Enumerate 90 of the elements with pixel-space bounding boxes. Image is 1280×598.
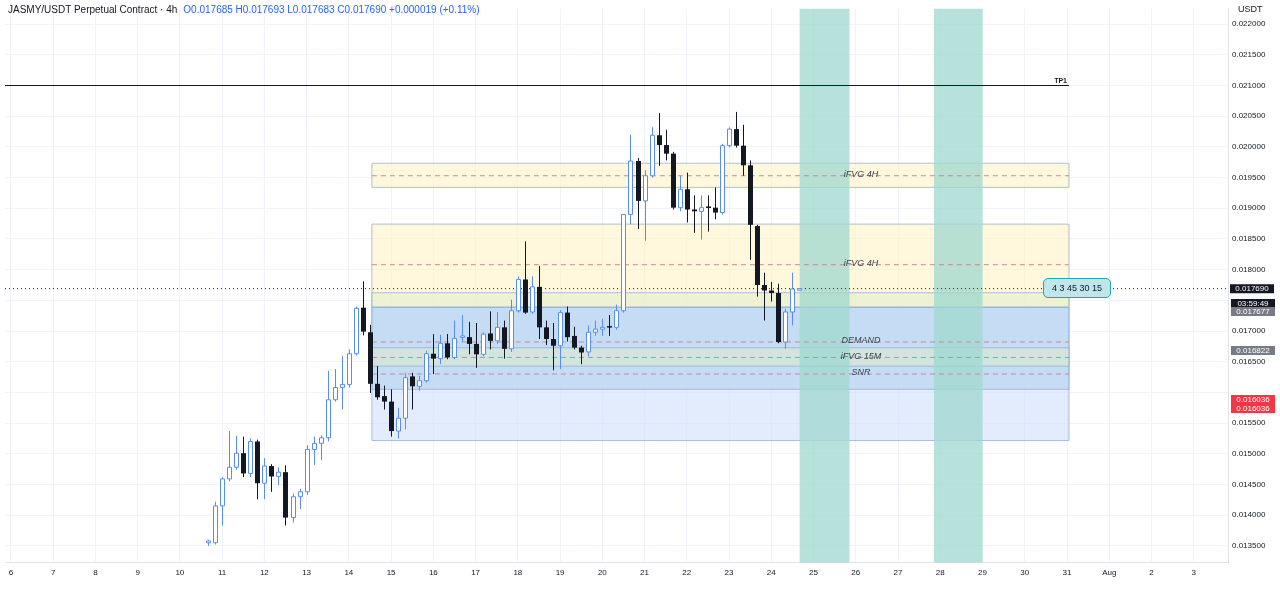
candlestick	[488, 310, 493, 350]
x-tick-label: 7	[50, 568, 56, 578]
text: 03:59:49	[1231, 299, 1275, 308]
x-tick-label: 13	[302, 568, 312, 578]
x-tick-label: 21	[640, 568, 650, 578]
y-tick-label: 0.015500	[1232, 418, 1266, 428]
candlestick	[319, 434, 324, 461]
candlestick	[607, 314, 612, 337]
y-tick-label: 0.019000	[1232, 203, 1266, 213]
x-tick-label: 24	[766, 568, 777, 578]
x-tick-label: 10	[175, 568, 185, 578]
candlestick	[664, 129, 669, 161]
x-tick-label: 17	[471, 568, 481, 578]
y-tick-label: 0.021500	[1232, 50, 1266, 60]
candlestick	[241, 436, 246, 478]
candlestick	[692, 194, 697, 234]
x-tick-label: 30	[1020, 568, 1030, 578]
x-tick-label: 27	[893, 568, 904, 578]
x-tick-label: 28	[935, 568, 946, 578]
x-tick-label: 6	[8, 568, 14, 578]
candlestick	[614, 304, 619, 331]
annotation: 4 3 45 30 15	[1043, 278, 1112, 298]
candlestick	[269, 463, 274, 493]
candlestick	[741, 124, 746, 177]
ref-line-label: iFVG 4H	[843, 169, 879, 180]
chart-title: JASMY/USDT Perpetual Contract · 4h	[8, 4, 178, 15]
candlestick	[382, 385, 387, 411]
candlestick	[713, 186, 718, 220]
candlestick	[706, 194, 711, 233]
x-tick-label: 11	[217, 568, 227, 578]
candlestick	[347, 348, 352, 388]
x-tick-label: 29	[978, 568, 988, 578]
x-tick-label: 8	[93, 568, 99, 578]
candlestick	[467, 321, 472, 355]
ref-line-label: 0.017690	[1235, 283, 1270, 293]
x-tick-label: 18	[513, 568, 523, 578]
candlestick	[699, 194, 704, 241]
y-tick-label: 0.013500	[1232, 541, 1266, 551]
x-tick-label: 20	[597, 568, 608, 578]
y-tick-label: 0.014000	[1232, 510, 1266, 520]
text: 0.016036	[1231, 404, 1275, 413]
x-tick-label: 15	[386, 568, 397, 578]
x-tick-label: 16	[428, 568, 439, 578]
x-tick-label: Aug	[1102, 568, 1117, 578]
candlestick	[474, 322, 479, 369]
y-tick-label: 0.018500	[1232, 234, 1266, 244]
y-tick-label: 0.016500	[1232, 356, 1266, 366]
chart-subtitle: O0.017685 H0.017693 L0.017683 C0.017690 +0.000019 (+0.11%)	[183, 4, 480, 15]
ref-line-label: iFVG 4H	[843, 258, 879, 269]
candlestick	[403, 372, 408, 430]
candlestick	[445, 333, 450, 360]
x-tick-label: 26	[851, 568, 861, 578]
ref-line-label: iFVG 15M	[840, 350, 882, 361]
candlestick	[460, 314, 465, 343]
x-tick-label: 9	[135, 568, 141, 578]
text: 0.016822	[1231, 346, 1275, 355]
x-tick-label: 31	[1062, 568, 1073, 578]
candlestick	[572, 326, 577, 350]
text: 0.017677	[1231, 307, 1275, 316]
x-tick-label: 25	[809, 568, 819, 578]
candlestick	[551, 322, 556, 371]
candlestick	[734, 111, 739, 149]
x-tick-label: 2	[1149, 568, 1155, 578]
candlestick	[685, 172, 690, 223]
x-tick-label: 3	[1191, 568, 1197, 578]
ref-line-label: DEMAND	[841, 335, 882, 346]
candlestick	[502, 320, 507, 360]
text: 0.016036	[1231, 395, 1275, 404]
y-tick-label: 0.015000	[1232, 448, 1266, 458]
x-tick-label: 23	[724, 568, 735, 578]
x-tick-label: 22	[682, 568, 692, 578]
y-tick-label: 0.017000	[1232, 326, 1266, 336]
x-tick-label: 14	[344, 568, 354, 578]
candlestick	[657, 112, 662, 167]
y-axis-title: USDT	[1238, 4, 1263, 14]
candlestick	[544, 320, 549, 346]
y-tick-label: 0.018000	[1232, 264, 1266, 274]
y-tick-label: 0.020500	[1232, 111, 1266, 121]
x-tick-label: 19	[555, 568, 566, 578]
x-tick-label: 12	[259, 568, 270, 578]
candlestick	[248, 437, 253, 478]
ref-line-label: SNR	[851, 367, 872, 378]
y-tick-label: 0.022000	[1232, 19, 1266, 29]
candlestick	[375, 365, 380, 401]
y-tick-label: 0.020000	[1232, 142, 1266, 152]
candlestick	[410, 372, 415, 411]
y-tick-label: 0.019500	[1232, 172, 1266, 182]
y-tick-label: 0.021000	[1232, 80, 1266, 90]
candlestick	[431, 333, 436, 375]
y-tick-label: 0.014500	[1232, 479, 1266, 489]
